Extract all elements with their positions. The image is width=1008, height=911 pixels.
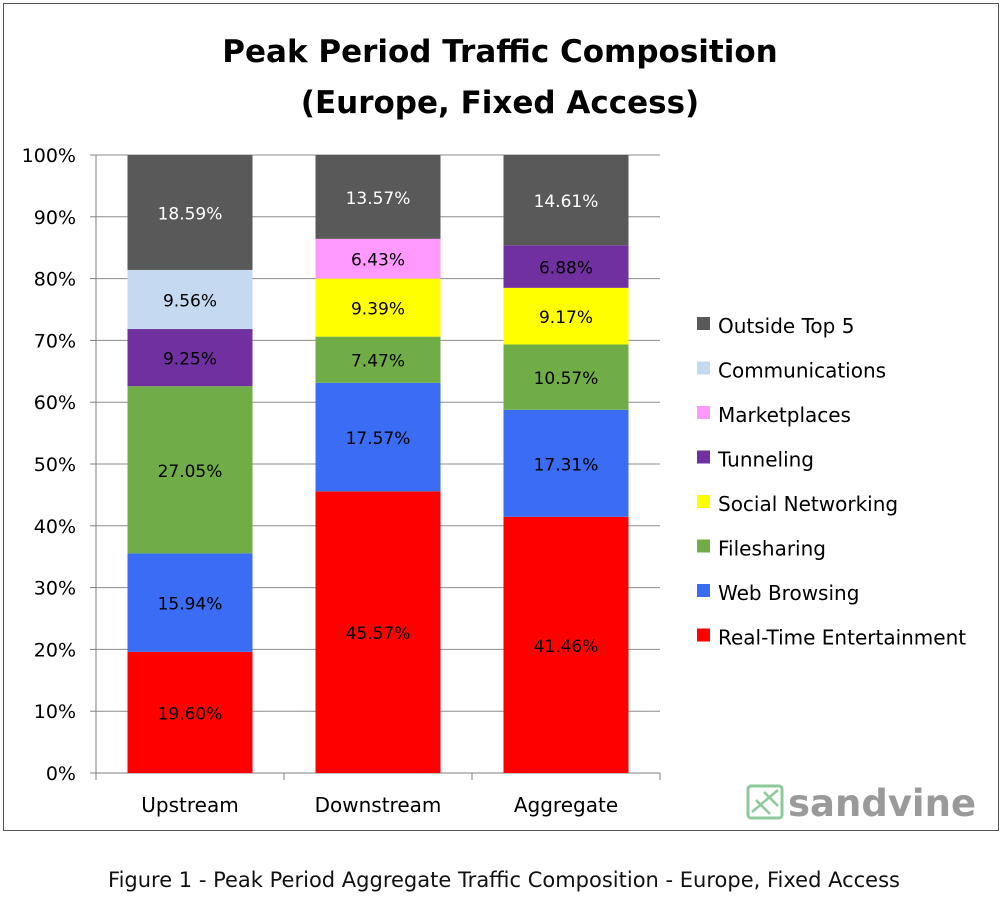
legend-swatch <box>697 317 710 330</box>
data-label: 17.31% <box>534 455 599 475</box>
x-tick-label: Upstream <box>141 793 238 817</box>
bar-segment <box>127 651 253 773</box>
y-tick-label: 90% <box>34 207 76 229</box>
y-tick-label: 70% <box>34 330 76 352</box>
data-label: 6.88% <box>539 259 593 279</box>
y-tick-label: 50% <box>34 454 76 476</box>
legend-entry: Outside Top 5 <box>718 314 854 338</box>
bar-segment <box>315 238 441 279</box>
data-label: 18.59% <box>158 205 223 225</box>
x-tick-label: Downstream <box>315 793 442 817</box>
legend-entry: Web Browsing <box>718 581 859 605</box>
sandvine-logo-text: sandvine <box>788 782 976 825</box>
bar-segment <box>315 278 441 337</box>
bar-segment <box>127 269 253 330</box>
legend-entry: Communications <box>718 359 886 383</box>
legend-swatch <box>697 361 710 375</box>
data-label: 10.57% <box>534 369 599 389</box>
data-label: 6.43% <box>351 251 405 271</box>
y-tick-label: 100% <box>22 145 76 167</box>
bar-segment <box>127 155 253 270</box>
bars: 19.60% 15.94% 27.05% 9.25% 9.56% 18.59% 45.57%… <box>127 155 629 773</box>
data-label: 41.46% <box>534 637 599 657</box>
bar-segment <box>503 516 629 773</box>
legend-swatch <box>697 450 710 464</box>
y-tick-label: 0% <box>46 763 76 785</box>
bar-segment <box>127 386 253 554</box>
x-tick-label: Aggregate <box>514 793 618 817</box>
bar-segment <box>503 287 629 345</box>
legend-entry: Social Networking <box>718 492 898 516</box>
bar-segment <box>127 329 253 387</box>
data-label: 45.57% <box>346 624 411 644</box>
data-label: 27.05% <box>158 462 223 482</box>
data-label: 13.57% <box>346 189 411 209</box>
data-label: 15.94% <box>158 595 223 615</box>
legend-swatch <box>697 584 710 597</box>
data-label: 9.39% <box>351 300 405 320</box>
data-label: 9.17% <box>539 308 593 328</box>
legend-entry: Real-Time Entertainment <box>718 626 966 650</box>
bar-segment <box>503 155 629 246</box>
y-tick-label: 20% <box>34 639 76 661</box>
data-label: 7.47% <box>351 352 405 372</box>
bar-segment <box>503 344 629 410</box>
data-label: 17.57% <box>346 429 411 449</box>
legend-swatch <box>697 406 710 419</box>
figure-caption: Figure 1 - Peak Period Aggregate Traffic… <box>108 868 900 892</box>
legend-entry: Marketplaces <box>718 403 851 427</box>
bar-segment <box>315 155 441 239</box>
sandvine-logo: sandvine <box>746 782 976 825</box>
chart: Peak Period Traffic Composition (Europe,… <box>22 34 976 825</box>
data-label: 14.61% <box>534 192 599 212</box>
sandvine-logo-icon <box>746 784 784 820</box>
legend-swatch <box>697 539 710 553</box>
data-label: 9.56% <box>163 291 217 311</box>
bar-segment <box>315 491 441 773</box>
bar-segment <box>127 553 253 652</box>
y-tick-label: 80% <box>34 269 76 291</box>
legend-swatch <box>697 628 710 642</box>
chart-title-line1: Peak Period Traffic Composition <box>222 34 777 70</box>
chart-title-line2: (Europe, Fixed Access) <box>301 85 699 121</box>
y-tick-label: 10% <box>34 701 76 723</box>
y-tick-label: 40% <box>34 516 76 538</box>
legend-entry: Tunneling <box>717 448 814 472</box>
data-label: 9.25% <box>163 350 217 370</box>
bar-segment <box>503 409 629 517</box>
legend-swatch <box>697 495 710 508</box>
legend: Outside Top 5 Communications Marketplaces T… <box>697 314 966 650</box>
bar-segment <box>315 336 441 383</box>
legend-entry: Filesharing <box>718 537 826 561</box>
y-tick-label: 30% <box>34 578 76 600</box>
data-label: 19.60% <box>158 704 223 724</box>
bar-segment <box>503 245 629 288</box>
bar-segment <box>315 382 441 492</box>
y-tick-label: 60% <box>34 392 76 414</box>
